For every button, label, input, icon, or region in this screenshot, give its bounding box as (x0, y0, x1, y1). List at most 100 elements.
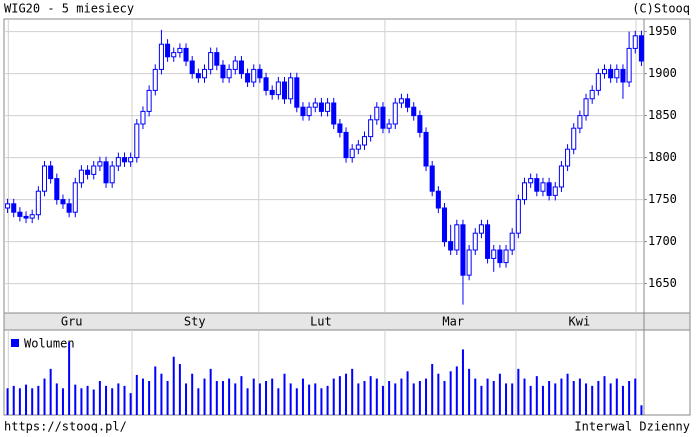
volume-bar (572, 381, 575, 415)
volume-bar (369, 376, 372, 415)
volume-bar (117, 383, 120, 415)
volume-bar (160, 373, 163, 415)
volume-bar (289, 383, 292, 415)
volume-bar (412, 383, 415, 415)
volume-bar (437, 373, 440, 415)
candle-body (78, 169, 84, 184)
candle-body (318, 102, 324, 112)
volume-bar (141, 378, 144, 415)
candle-body (152, 68, 158, 91)
volume-bar (154, 366, 157, 415)
chart-title: WIG20 - 5 miesiecy (4, 2, 134, 16)
volume-bar (6, 388, 9, 415)
candle-body (386, 123, 392, 129)
candle-body (189, 60, 195, 75)
candle-body (41, 165, 48, 192)
volume-bar (640, 405, 643, 415)
volume-bar (283, 373, 286, 415)
volume-bar (246, 388, 249, 415)
candle-body (454, 224, 460, 251)
candle-body (220, 64, 226, 79)
candle-body (115, 157, 121, 167)
volume-bar (363, 381, 366, 415)
volume-bar (474, 378, 477, 415)
candle-body (48, 165, 54, 180)
candle-body (66, 203, 72, 213)
volume-bar (554, 383, 557, 415)
volume-bar (301, 378, 304, 415)
candle-body (521, 182, 528, 201)
volume-bar (203, 378, 206, 415)
volume-bar (338, 376, 341, 415)
volume-bar (277, 388, 280, 415)
candle-body (257, 68, 263, 79)
volume-bar (406, 371, 409, 415)
volume-bar (209, 368, 212, 415)
candle-body (165, 43, 171, 58)
volume-bar (18, 388, 21, 415)
candle-body (632, 35, 638, 49)
candle-body (392, 102, 398, 125)
volume-bar (498, 373, 501, 415)
candle-body (17, 211, 23, 217)
candle-body (140, 110, 146, 125)
volume-bar (49, 368, 52, 415)
candle-body (23, 215, 29, 219)
candle-body (589, 89, 595, 100)
volume-bar (111, 388, 114, 415)
candle-body (546, 182, 552, 196)
volume-bar (265, 381, 268, 415)
volume-bar (314, 383, 317, 415)
volume-bar (178, 364, 181, 415)
frame (3, 18, 691, 416)
volume-bar (548, 381, 551, 415)
candle-body (466, 249, 472, 276)
candle-body (540, 182, 546, 192)
volume-bar (31, 388, 34, 415)
candle-body (571, 127, 577, 150)
volume-bar (615, 378, 618, 415)
volume-bar (295, 388, 298, 415)
volume-bar (37, 385, 40, 415)
volume-bar (228, 378, 231, 415)
x-tick-label: Kwi (569, 315, 591, 329)
volume-bar (123, 385, 126, 415)
volume-bar (129, 393, 132, 415)
candle-body (183, 47, 189, 62)
x-tick-label: Lut (310, 315, 332, 329)
volume-bar (418, 381, 421, 415)
candle-body (54, 178, 60, 201)
candle-body (355, 144, 361, 150)
volume-bar (68, 342, 71, 415)
candle-body (565, 148, 571, 167)
candle-body (503, 249, 509, 264)
candle-body (300, 106, 306, 117)
volume-bar (400, 378, 403, 415)
candle-body (638, 35, 644, 62)
candle-body (97, 161, 103, 167)
volume-bar (135, 374, 138, 415)
volume-bar (12, 385, 15, 415)
candle-body (472, 232, 478, 251)
candle-body (478, 224, 484, 234)
candle-body (294, 77, 300, 108)
volume-bar (92, 389, 95, 415)
y-tick-label: 1750 (648, 192, 677, 206)
candle-body (103, 161, 109, 184)
volume-bar (215, 381, 218, 415)
volume-bar (591, 385, 594, 415)
candle-body (121, 157, 128, 163)
candle-body (214, 52, 220, 66)
volume-bar (431, 364, 434, 415)
candle-body (441, 207, 448, 243)
y-tick-label: 1900 (648, 66, 677, 80)
x-tick-label: Sty (184, 315, 206, 329)
candle-body (331, 102, 337, 125)
candle-body (485, 224, 491, 259)
volume-bar (61, 388, 64, 415)
candle-body (380, 106, 386, 129)
volume-bar (388, 381, 391, 415)
candle-body (558, 165, 564, 188)
candle-body (411, 106, 417, 117)
candle-body (201, 68, 208, 79)
